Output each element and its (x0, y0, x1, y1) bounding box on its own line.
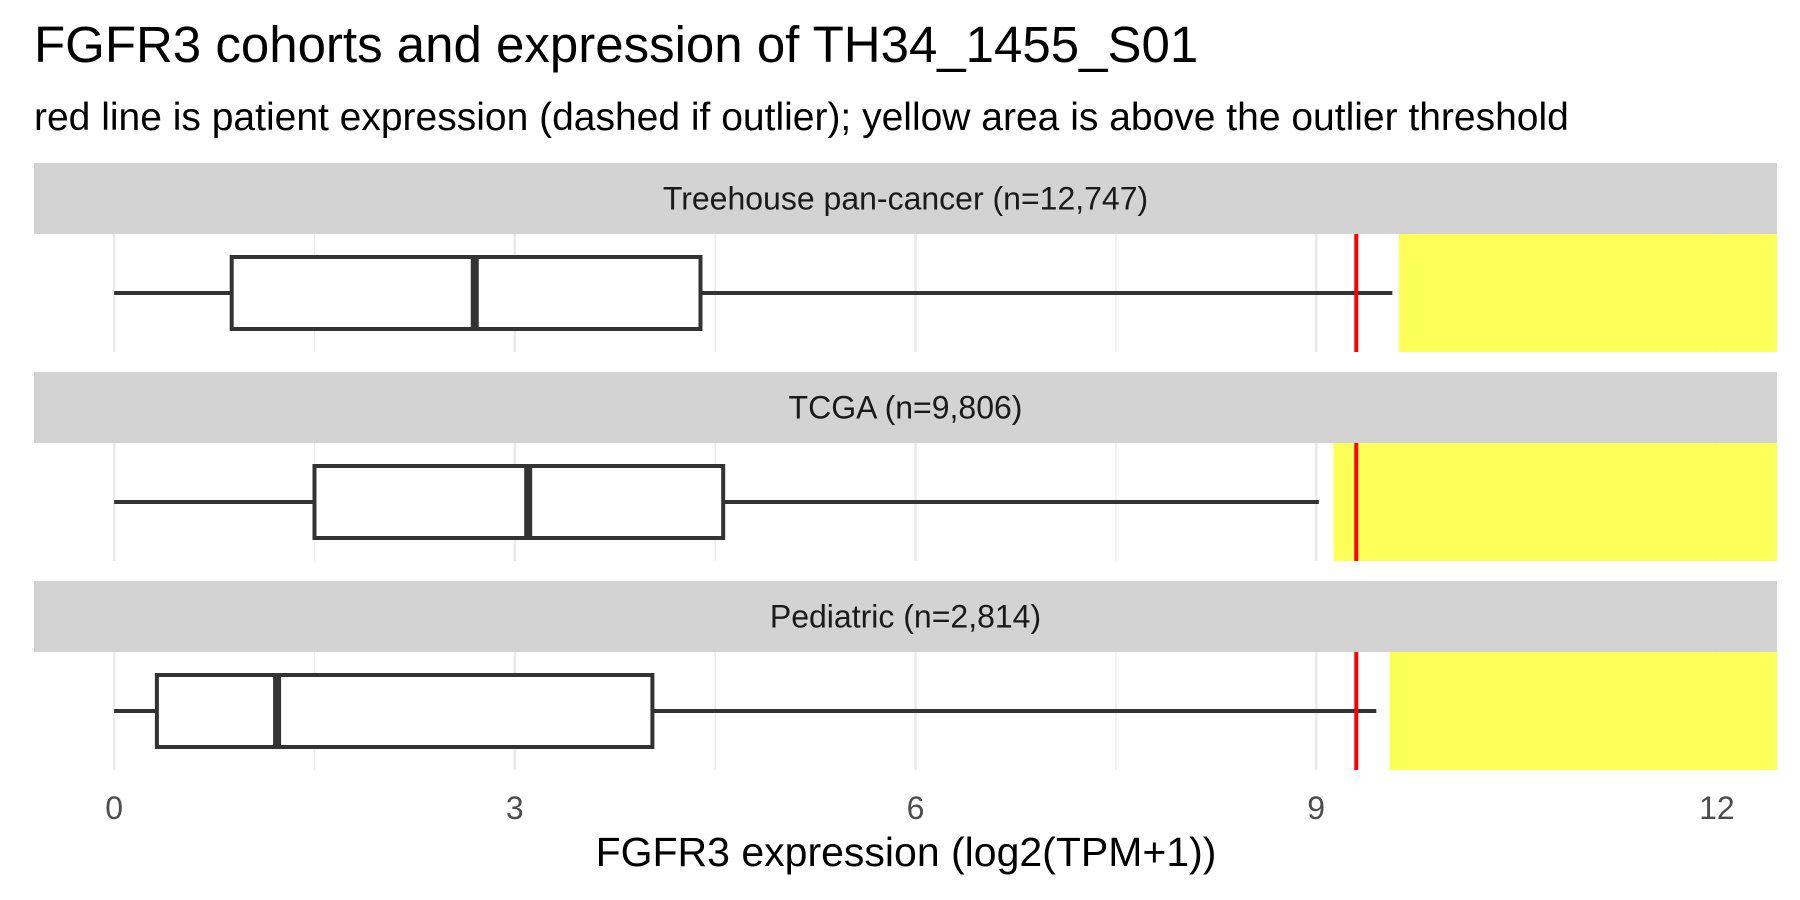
outlier-area (1333, 443, 1777, 561)
x-axis-title: FGFR3 expression (log2(TPM+1)) (596, 829, 1217, 875)
iqr-box (312, 464, 726, 540)
facet-strip-label: Treehouse pan-cancer (n=12,747) (663, 181, 1148, 217)
facet-panel: TCGA (n=9,806) (34, 372, 1777, 561)
outlier-area (1399, 234, 1777, 352)
outlier-area (1389, 652, 1777, 770)
iqr-box (154, 673, 655, 749)
x-axis-ticks: 0 3 6 9 12 (105, 790, 1734, 826)
x-tick-label: 12 (1699, 790, 1735, 826)
chart-title: FGFR3 cohorts and expression of TH34_145… (34, 16, 1198, 73)
facet-strip-label: TCGA (n=9,806) (789, 390, 1023, 426)
x-tick-label: 6 (907, 790, 925, 826)
iqr-box (229, 255, 703, 331)
x-tick-label: 3 (506, 790, 524, 826)
x-tick-label: 0 (105, 790, 123, 826)
facet-strip (34, 372, 1777, 443)
facet-panel: Pediatric (n=2,814) (34, 581, 1777, 770)
facet-panels: Treehouse pan-cancer (n=12,747) TCGA (n=9… (34, 163, 1777, 770)
facet-strip (34, 581, 1777, 652)
chart-subtitle: red line is patient expression (dashed i… (34, 96, 1569, 139)
facet-strip-label: Pediatric (n=2,814) (770, 599, 1041, 635)
facet-panel: Treehouse pan-cancer (n=12,747) (34, 163, 1777, 352)
facet-strip (34, 163, 1777, 234)
x-tick-label: 9 (1307, 790, 1325, 826)
